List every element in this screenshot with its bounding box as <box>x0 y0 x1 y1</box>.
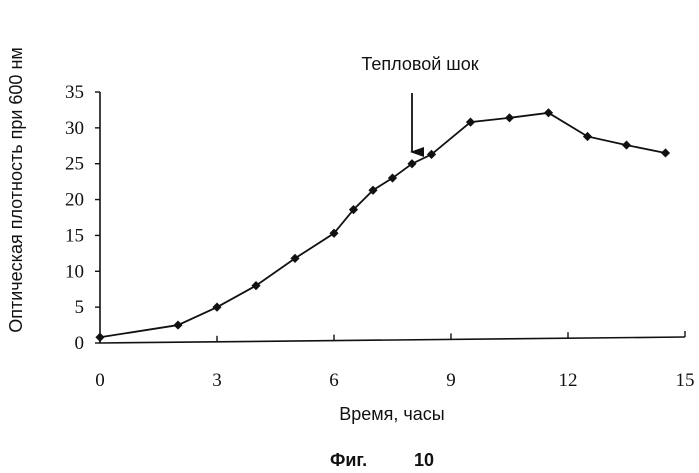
axis-tick-labels: 0 5 10 15 20 25 30 35 0 3 6 9 12 15 <box>65 82 695 391</box>
data-point-12 <box>505 113 514 122</box>
data-point-0 <box>95 333 104 342</box>
y-tick-label: 25 <box>65 154 84 175</box>
x-tick-label: 6 <box>329 370 339 391</box>
x-tick-label: 9 <box>446 370 456 391</box>
annotation-text: Тепловой шок <box>361 54 478 74</box>
axis-ticks <box>95 92 685 343</box>
y-tick-label: 0 <box>75 333 85 354</box>
y-axis-title: Оптическая плотность при 600 нм <box>6 47 26 333</box>
data-point-14 <box>583 132 592 141</box>
y-tick-label: 10 <box>65 261 84 282</box>
y-tick-label: 15 <box>65 225 84 246</box>
data-point-13 <box>544 108 553 117</box>
data-series <box>95 108 670 342</box>
x-axis-line <box>100 337 685 343</box>
axes <box>100 92 685 343</box>
x-tick-label: 0 <box>95 370 105 391</box>
x-tick-label: 3 <box>212 370 222 391</box>
y-tick-label: 35 <box>65 82 84 103</box>
y-tick-label: 5 <box>75 297 85 318</box>
data-point-2 <box>212 303 221 312</box>
figure-label-number: 10 <box>414 450 434 470</box>
data-point-1 <box>173 320 182 329</box>
figure-label-prefix: Фиг. <box>330 450 367 470</box>
data-point-16 <box>661 148 670 157</box>
x-tick-label: 12 <box>559 370 578 391</box>
y-tick-label: 20 <box>65 190 84 211</box>
series-line <box>100 113 666 337</box>
figure-label: Фиг. 10 <box>330 450 434 470</box>
x-tick-label: 15 <box>676 370 695 391</box>
data-point-15 <box>622 140 631 149</box>
heat-shock-annotation: Тепловой шок <box>361 54 478 152</box>
y-tick-label: 30 <box>65 118 84 139</box>
data-points <box>95 108 670 342</box>
x-axis-title: Время, часы <box>339 404 444 424</box>
